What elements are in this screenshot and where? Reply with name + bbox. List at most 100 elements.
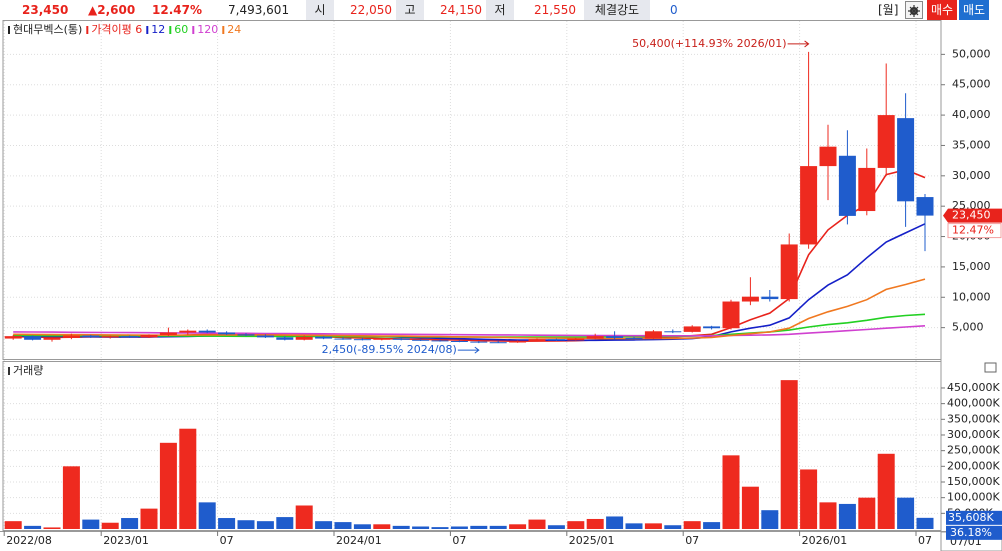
candle-body	[237, 334, 255, 336]
volume-bar	[256, 521, 274, 529]
volume-bar	[819, 502, 837, 529]
candle-body	[256, 335, 274, 338]
legend-entry: 가격이평 6	[91, 23, 142, 36]
settings-button[interactable]	[905, 1, 923, 19]
x-tick-label: 07	[918, 534, 932, 547]
low-label: 저	[486, 0, 514, 20]
price-tag	[943, 208, 1002, 223]
volume-bar	[431, 527, 449, 529]
volume-bar	[838, 503, 856, 529]
candle-body	[159, 332, 177, 335]
legend-marker	[8, 26, 10, 34]
change: ▲2,600	[88, 3, 136, 17]
volume-bar	[295, 505, 313, 529]
volume-title-marker	[8, 367, 10, 375]
y-tick-label: 30,000	[952, 169, 991, 182]
x-tick-label: 2025/01	[569, 534, 615, 547]
volume-bar	[276, 517, 294, 529]
volume-bar	[489, 525, 507, 529]
volume-bar	[140, 508, 158, 529]
max-arrow	[787, 40, 810, 48]
volume-tag-label: 35,608K	[948, 511, 994, 524]
volume-bar	[606, 516, 624, 529]
candle-body	[703, 326, 721, 329]
candle-body	[644, 331, 662, 339]
candle-body	[4, 336, 22, 339]
candle-body	[276, 337, 294, 340]
candle-body	[218, 332, 236, 335]
legend-marker	[86, 26, 89, 34]
volume-bar	[470, 525, 488, 529]
candle-body	[858, 167, 876, 212]
x-tick-label: 2024/01	[336, 534, 382, 547]
candle-body	[43, 337, 61, 340]
candle-body	[683, 326, 701, 332]
candle-body	[412, 339, 430, 341]
ratio-tag-label: 36.18%	[950, 526, 992, 539]
y-tick-label: 400,000K	[947, 397, 1000, 410]
y-tick-label: 200,000K	[947, 459, 1000, 472]
candle-body	[121, 336, 139, 338]
open-label: 시	[306, 0, 334, 20]
candle-body	[547, 339, 565, 341]
candle-body	[606, 336, 624, 338]
candle-body	[450, 340, 468, 342]
volume-bar	[353, 524, 371, 529]
legend-marker	[222, 26, 225, 34]
pct-tag-label: 12.47%	[952, 224, 994, 237]
legend-entry: 12	[151, 23, 165, 36]
candle-body	[625, 337, 643, 339]
volume-bar	[683, 521, 701, 529]
buy-button[interactable]: 매수	[927, 0, 957, 20]
ma-line	[13, 278, 926, 340]
ratio-tag	[946, 525, 1002, 540]
legend: 현대무벡스(통) 가격이평 6 12 60 120 24	[8, 23, 241, 36]
header-bar: 23,450 ▲2,600 12.47% 7,493,601 시 22,050 …	[0, 0, 1002, 20]
volume-bar	[373, 524, 391, 529]
maximize-icon[interactable]	[984, 362, 997, 373]
candle-body	[101, 336, 119, 338]
volume-bar	[4, 521, 22, 529]
sell-button[interactable]: 매도	[959, 0, 989, 20]
volume-bar	[780, 380, 798, 529]
legend-entry: 60	[174, 23, 188, 36]
candle-body	[62, 335, 80, 338]
x-tick-label: 07	[220, 534, 234, 547]
candle-body	[509, 340, 527, 343]
volume-bar	[392, 525, 410, 529]
volume-bar	[334, 522, 352, 529]
change-pct: 12.47%	[152, 3, 202, 17]
y-tick-label: 450,000K	[947, 381, 1000, 394]
candle-body	[897, 118, 915, 202]
candle-body	[567, 338, 585, 341]
y-tick-label: 45,000	[952, 78, 991, 91]
candle-body	[800, 166, 818, 245]
y-tick-label: 100,000K	[947, 491, 1000, 504]
volume-bar	[412, 526, 430, 529]
volume-bar	[547, 525, 565, 529]
y-tick-label: 350,000K	[947, 412, 1000, 425]
low: 21,550	[534, 3, 576, 17]
legend-marker	[169, 26, 172, 34]
candle-body	[877, 115, 895, 168]
y-tick-label: 35,000	[952, 138, 991, 151]
volume-bar	[644, 523, 662, 529]
volume-bar	[509, 524, 527, 529]
strength: 0	[670, 3, 678, 17]
volume: 7,493,601	[228, 3, 290, 17]
period[interactable]: [월]	[878, 3, 899, 17]
candle-body	[916, 197, 934, 216]
volume-bar	[567, 521, 585, 529]
volume-bar	[741, 486, 759, 529]
pct-tag	[947, 223, 1002, 239]
price-panel	[2, 20, 942, 360]
volume-tag	[946, 510, 1002, 525]
volume-bar	[159, 442, 177, 529]
settings-icon	[908, 4, 920, 17]
volume-bar	[625, 523, 643, 529]
chart-title: 현대무벡스(통)	[13, 23, 82, 36]
candle-body	[24, 336, 42, 340]
candle-body	[353, 339, 371, 341]
high: 24,150	[440, 3, 482, 17]
x-tick-label: 2023/01	[103, 534, 149, 547]
